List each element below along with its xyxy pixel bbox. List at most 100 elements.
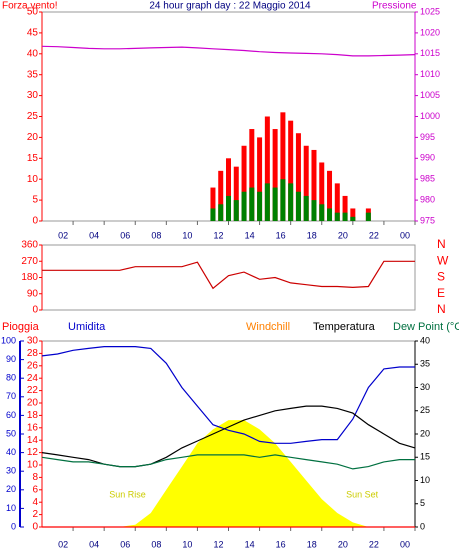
- wind-bar: [327, 170, 333, 221]
- y-tick-label: 14: [27, 435, 39, 446]
- x-tick-label: 16: [276, 230, 286, 240]
- y2-tick-label: 995: [420, 132, 435, 142]
- wind-bar: [210, 208, 216, 221]
- wind-bar: [264, 116, 270, 221]
- y-tick-label: 0: [32, 305, 38, 316]
- y2-tick-label: 0: [420, 521, 425, 531]
- wind-bar: [365, 212, 371, 221]
- y-tick-label: 4: [32, 497, 38, 508]
- legend-label: Pioggia: [2, 321, 40, 333]
- chart-title: 24 hour graph day : 22 Maggio 2014: [149, 1, 311, 12]
- wind-bar: [272, 129, 278, 221]
- wind-bar: [264, 183, 270, 221]
- y-tick-label: 18: [27, 410, 39, 421]
- y-tick-label: 0: [32, 522, 38, 533]
- y-tick-label: 270: [21, 256, 38, 267]
- x-tick-label: 06: [120, 230, 130, 240]
- y-tick-label: 6: [32, 484, 38, 495]
- x-tick-label: 04: [89, 539, 99, 549]
- y3-tick-label: 80: [6, 373, 16, 383]
- x-tick-label: 20: [338, 539, 348, 549]
- x-tick-label: 08: [151, 230, 161, 240]
- y2-tick-label: 1025: [420, 6, 440, 16]
- wind-bar: [327, 208, 333, 221]
- y-tick-label: 24: [27, 373, 39, 384]
- y3-tick-label: 100: [1, 335, 16, 345]
- x-tick-label: 02: [58, 539, 68, 549]
- x-tick-label: 00: [400, 539, 410, 549]
- y-tick-label: 40: [27, 48, 39, 59]
- series-line: [41, 346, 415, 444]
- x-tick-label: 00: [400, 230, 410, 240]
- wind-bar: [233, 200, 239, 221]
- y2-tick-label: 1000: [420, 111, 440, 121]
- annotation: Sun Rise: [109, 489, 146, 499]
- y2-tick-label: 15: [420, 452, 430, 462]
- y-tick-label: 8: [32, 472, 38, 483]
- y-tick-label: 360: [21, 240, 38, 251]
- compass-label: N: [437, 302, 446, 316]
- compass-label: E: [437, 286, 445, 300]
- series-line: [42, 260, 415, 290]
- y-tick-label: 90: [27, 288, 39, 299]
- wind-bar: [241, 145, 247, 221]
- x-tick-label: 18: [307, 230, 317, 240]
- x-tick-label: 18: [307, 539, 317, 549]
- y3-tick-label: 20: [6, 484, 16, 494]
- compass-label: S: [437, 270, 445, 284]
- y2-tick-label: 1020: [420, 27, 440, 37]
- x-tick-label: 12: [213, 539, 223, 549]
- y2-tick-label: 35: [420, 359, 430, 369]
- y-tick-label: 180: [21, 272, 38, 283]
- wind-bar: [319, 162, 325, 221]
- pressure-label: Pressione: [372, 1, 417, 12]
- wind-bar: [249, 129, 255, 221]
- wind-bar: [295, 133, 301, 221]
- wind-bar: [342, 212, 348, 221]
- wind-bar: [295, 191, 301, 221]
- x-tick-label: 14: [245, 539, 255, 549]
- y-tick-label: 45: [27, 28, 39, 39]
- wind-bar: [350, 208, 356, 221]
- wind-bar: [334, 183, 340, 221]
- x-tick-label: 22: [369, 230, 379, 240]
- y2-tick-label: 25: [420, 405, 430, 415]
- y-tick-label: 20: [27, 398, 39, 409]
- y3-tick-label: 70: [6, 391, 16, 401]
- wind-bar: [280, 179, 286, 221]
- annotation: Sun Set: [346, 489, 379, 499]
- y-tick-label: 22: [27, 385, 39, 396]
- y-tick-label: 20: [27, 132, 39, 143]
- y-tick-label: 26: [27, 360, 39, 371]
- x-tick-label: 16: [276, 539, 286, 549]
- y3-tick-label: 0: [11, 521, 16, 531]
- wind-bar: [233, 166, 239, 221]
- series-line: [41, 45, 416, 57]
- x-tick-label: 10: [182, 230, 192, 240]
- y-tick-label: 25: [27, 111, 39, 122]
- x-tick-label: 04: [89, 230, 99, 240]
- wind-bar: [257, 137, 263, 221]
- x-tick-label: 10: [182, 539, 192, 549]
- wind-bar: [218, 204, 224, 221]
- y-tick-label: 10: [27, 174, 39, 185]
- x-tick-label: 06: [120, 539, 130, 549]
- series-line: [41, 454, 415, 470]
- y3-tick-label: 90: [6, 354, 16, 364]
- y2-tick-label: 30: [420, 382, 430, 392]
- y-tick-label: 30: [27, 336, 39, 347]
- wind-bar: [226, 158, 231, 221]
- y2-tick-label: 980: [420, 194, 435, 204]
- x-tick-label: 14: [245, 230, 255, 240]
- wind-bar: [288, 120, 294, 221]
- wind-bar: [334, 212, 340, 221]
- y-tick-label: 30: [27, 90, 39, 101]
- y-tick-label: 15: [27, 153, 39, 164]
- solar-area: [42, 420, 415, 527]
- wind-bar: [311, 200, 317, 221]
- y-tick-label: 16: [27, 422, 39, 433]
- wind-bar: [257, 191, 263, 221]
- y2-tick-label: 20: [420, 428, 430, 438]
- y-tick-label: 28: [27, 348, 39, 359]
